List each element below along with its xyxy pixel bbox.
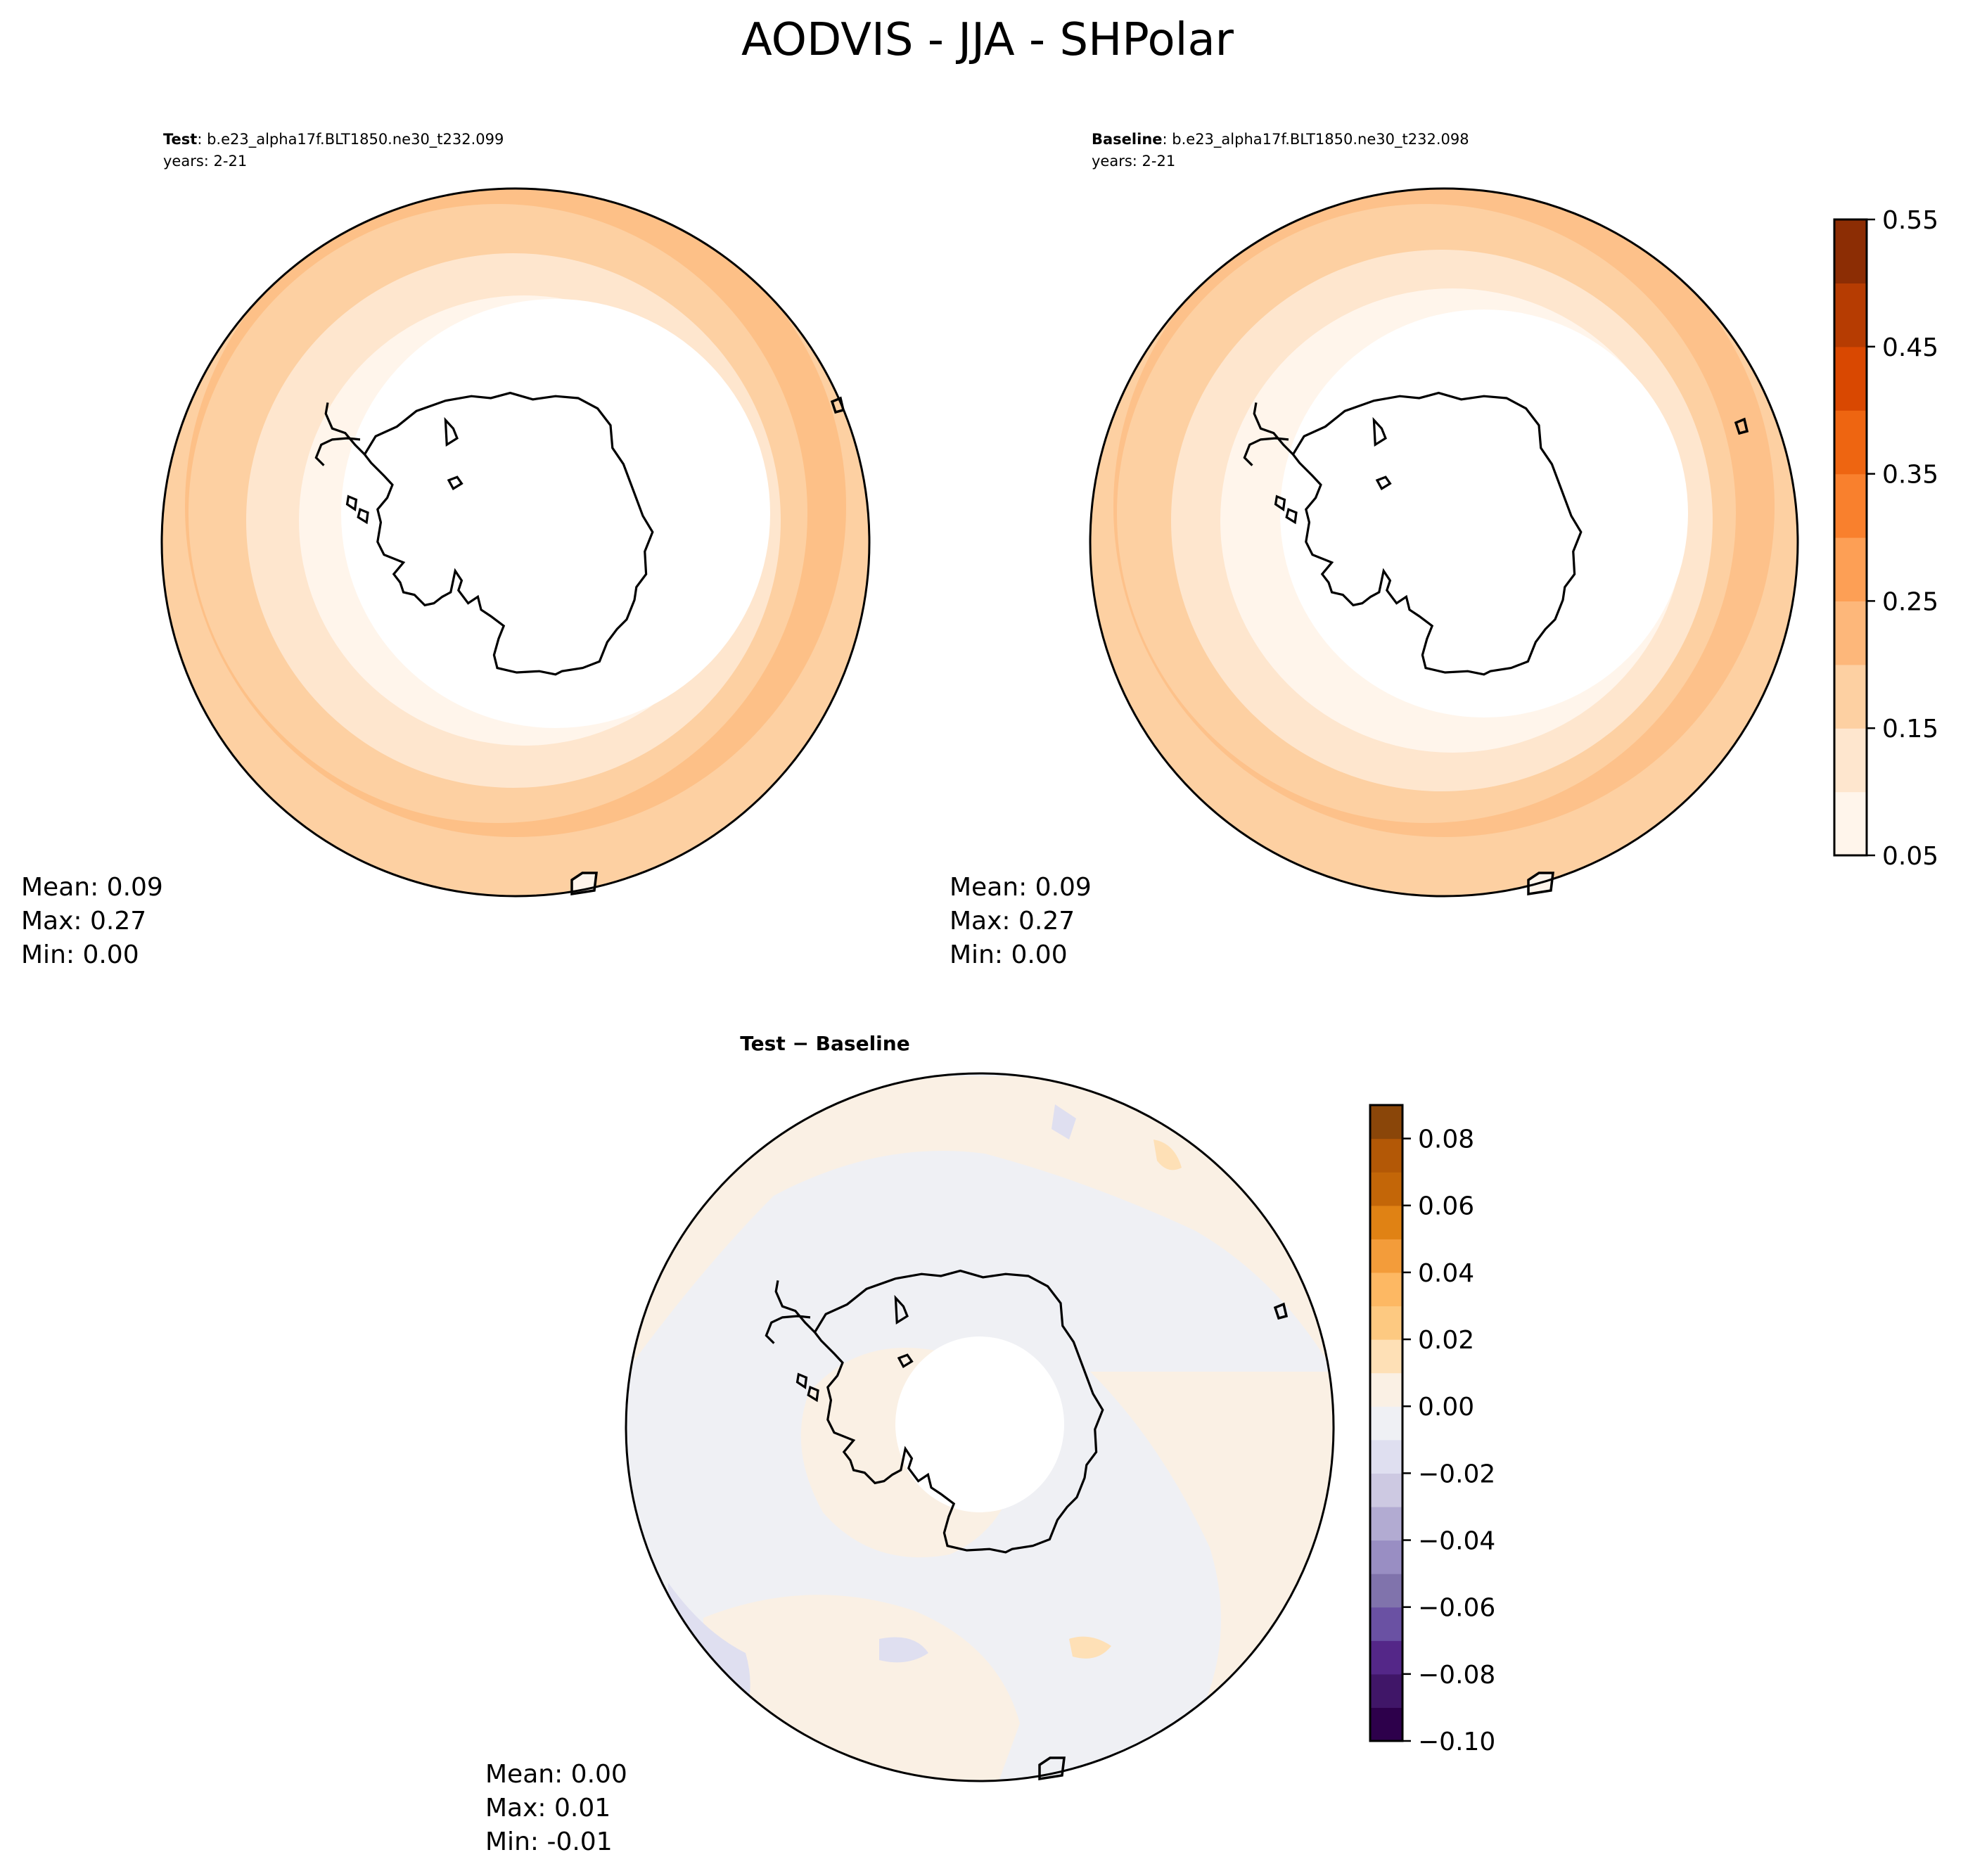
- colorbar-diff-tick-label: −0.10: [1418, 1728, 1495, 1756]
- panel-baseline-label: Baseline: b.e23_alpha17f.BLT1850.ne30_t2…: [1092, 131, 1469, 148]
- colorbar-abs: 0.05 0.15 0.25 0.35 0.45 0.55: [1833, 206, 1938, 871]
- colorbar-diff-tick-label: −0.04: [1418, 1527, 1495, 1556]
- panel-baseline-label-rest: : b.e23_alpha17f.BLT1850.ne30_t232.098: [1163, 131, 1469, 148]
- diff-negative-s: [879, 1637, 928, 1663]
- test-map-outline: [160, 187, 871, 898]
- diff-map-outline: [625, 1072, 1335, 1782]
- colorbar-diff-swatch: [1370, 1406, 1402, 1441]
- colorbar-diff-frame: [1369, 1104, 1404, 1742]
- colorbar-diff-swatch: [1370, 1473, 1402, 1507]
- colorbar-diff-tick-label: −0.02: [1418, 1460, 1495, 1488]
- panel-baseline-label-bold: Baseline: [1092, 131, 1163, 148]
- colorbar-abs-swatch: [1834, 728, 1867, 793]
- panel-test-label-bold: Test: [163, 131, 197, 148]
- colorbar-diff-swatch: [1370, 1707, 1402, 1742]
- colorbar-diff-swatch: [1370, 1673, 1402, 1709]
- panel-diff-map: [626, 1073, 1334, 1781]
- colorbar-abs-swatch: [1834, 791, 1867, 856]
- baseline-map-outline: [1089, 187, 1799, 898]
- colorbar-diff-swatch: [1370, 1540, 1402, 1574]
- colorbar-abs-swatch: [1834, 601, 1867, 665]
- panel-baseline-map: [1090, 189, 1798, 896]
- test-stat-min: Min: 0.00: [21, 940, 139, 969]
- diff-positive-spot-2: [1153, 1140, 1182, 1170]
- colorbar-abs-swatch: [1834, 537, 1867, 601]
- colorbar-abs-swatch: [1834, 473, 1867, 538]
- colorbar-diff-tick-label: −0.08: [1418, 1661, 1495, 1690]
- test-stat-max: Max: 0.27: [21, 907, 146, 936]
- diff-center-blank: [895, 1336, 1064, 1512]
- colorbar-abs-tick-label: 0.35: [1882, 461, 1938, 490]
- colorbar-diff-swatch: [1370, 1239, 1402, 1273]
- colorbar-diff-tick-label: 0.00: [1418, 1393, 1474, 1422]
- colorbar-diff-tick-label: 0.08: [1418, 1125, 1474, 1154]
- panel-test: Test: b.e23_alpha17f.BLT1850.ne30_t232.0…: [21, 131, 871, 969]
- colorbar-abs-tick-label: 0.25: [1882, 587, 1938, 616]
- colorbar-abs-swatch: [1834, 346, 1867, 411]
- baseline-stat-max: Max: 0.27: [950, 907, 1075, 936]
- baseline-stat-mean: Mean: 0.09: [950, 873, 1092, 902]
- colorbar-abs-tick-label: 0.05: [1882, 842, 1938, 871]
- colorbar-diff-swatch: [1370, 1339, 1402, 1374]
- colorbar-diff-swatch: [1370, 1506, 1402, 1541]
- colorbar-diff: −0.10 −0.08 −0.06 −0.04 −0.02 0.00 0.02 0.04 0.0…: [1369, 1104, 1495, 1756]
- colorbar-diff-tick-label: 0.06: [1418, 1192, 1474, 1221]
- colorbar-abs-frame: [1833, 218, 1868, 857]
- colorbar-diff-swatch: [1370, 1607, 1402, 1641]
- colorbar-diff-swatch: [1370, 1205, 1402, 1239]
- diff-stat-max: Max: 0.01: [485, 1794, 611, 1823]
- colorbar-abs-swatch: [1834, 219, 1867, 283]
- panel-baseline: Baseline: b.e23_alpha17f.BLT1850.ne30_t2…: [950, 131, 1799, 969]
- panel-baseline-years: years: 2-21: [1092, 153, 1175, 170]
- panel-test-map: [162, 189, 869, 896]
- panel-test-years: years: 2-21: [163, 153, 247, 170]
- colorbar-abs-tick-label: 0.45: [1882, 333, 1938, 362]
- colorbar-abs-tick-label: 0.15: [1882, 715, 1938, 744]
- colorbar-abs-swatch: [1834, 283, 1867, 347]
- panel-diff-label: Test − Baseline: [740, 1032, 909, 1055]
- baseline-center-blank: [1280, 310, 1688, 717]
- diff-stat-min: Min: -0.01: [485, 1827, 613, 1856]
- colorbar-diff-swatch: [1370, 1138, 1402, 1173]
- panel-test-label-rest: : b.e23_alpha17f.BLT1850.ne30_t232.099: [197, 131, 504, 148]
- colorbar-abs-swatch: [1834, 410, 1867, 475]
- diff-negative-n: [1052, 1104, 1076, 1140]
- colorbar-diff-swatch: [1370, 1306, 1402, 1340]
- colorbar-diff-swatch: [1370, 1640, 1402, 1675]
- colorbar-abs-swatch: [1834, 664, 1867, 729]
- colorbar-diff-swatch: [1370, 1439, 1402, 1474]
- colorbar-diff-swatch: [1370, 1372, 1402, 1407]
- test-center-blank: [341, 299, 770, 728]
- colorbar-diff-swatch: [1370, 1272, 1402, 1307]
- colorbar-diff-swatch: [1370, 1172, 1402, 1206]
- figure-title: AODVIS - JJA - SHPolar: [741, 14, 1234, 66]
- test-stat-mean: Mean: 0.09: [21, 873, 163, 902]
- colorbar-diff-tick-label: −0.06: [1418, 1594, 1495, 1623]
- diff-positive-spot: [1069, 1636, 1111, 1659]
- panel-test-label: Test: b.e23_alpha17f.BLT1850.ne30_t232.0…: [163, 131, 504, 148]
- colorbar-diff-swatch: [1370, 1574, 1402, 1608]
- colorbar-diff-swatch: [1370, 1105, 1402, 1140]
- colorbar-diff-tick-label: 0.02: [1418, 1326, 1474, 1355]
- baseline-stat-min: Min: 0.00: [950, 940, 1068, 969]
- colorbar-abs-tick-label: 0.55: [1882, 206, 1938, 235]
- colorbar-diff-tick-label: 0.04: [1418, 1259, 1474, 1288]
- diff-stat-mean: Mean: 0.00: [485, 1760, 627, 1789]
- panel-diff: Test − Baseline Mean: 0.00 Max: 0.01 Min…: [485, 1032, 1335, 1856]
